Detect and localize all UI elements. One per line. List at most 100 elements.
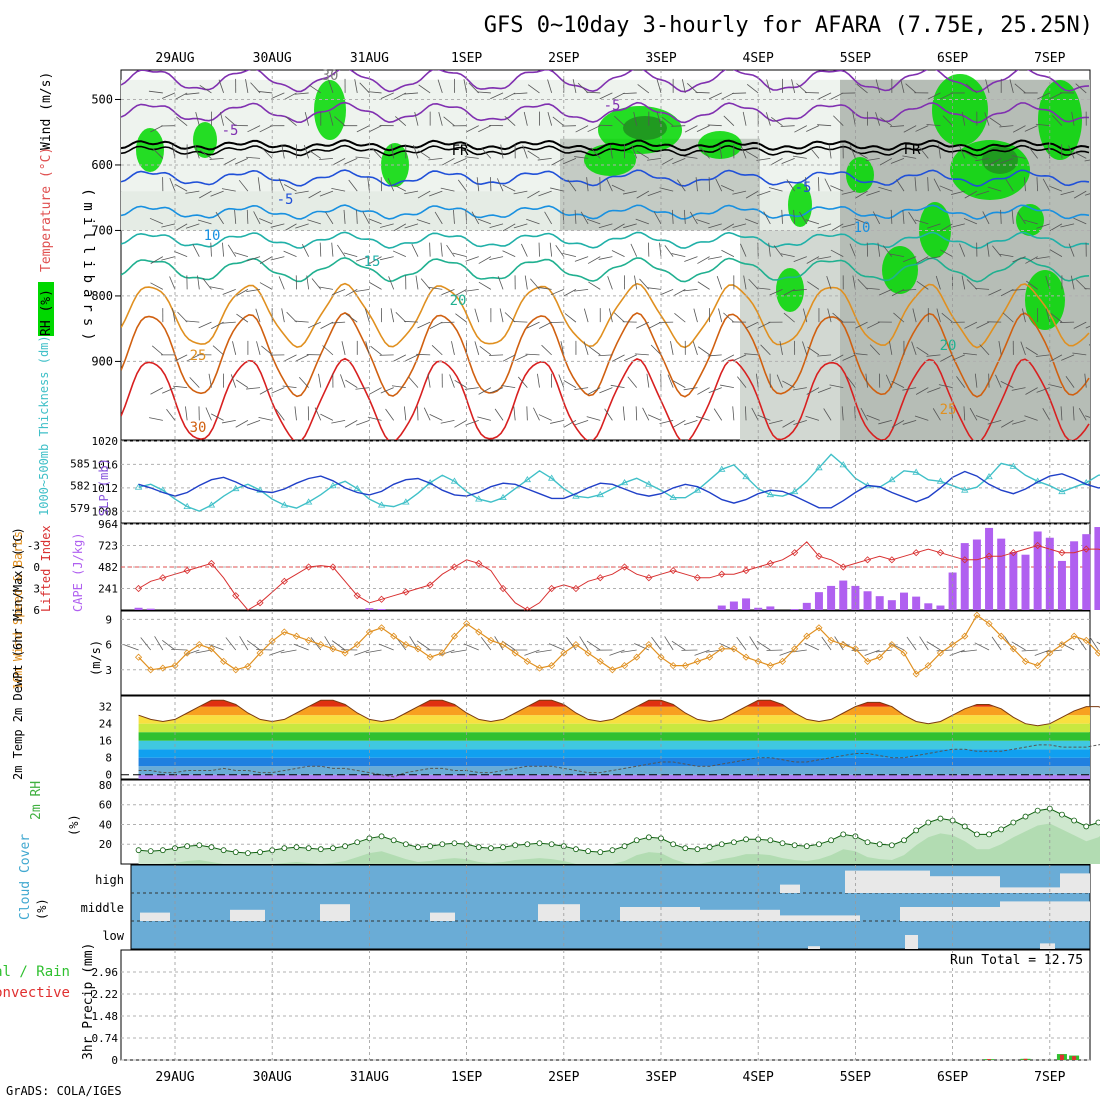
wind-barb xyxy=(951,190,965,195)
rh2m-point xyxy=(876,841,883,848)
wind-barb xyxy=(927,387,941,393)
wind-barb xyxy=(940,249,953,257)
wind-barb xyxy=(539,321,552,329)
middle-cloud-cell xyxy=(900,907,1000,921)
wind-barb xyxy=(367,416,382,421)
wind-barb xyxy=(672,420,686,428)
wind-barb xyxy=(830,249,844,257)
wind-barb xyxy=(393,184,407,192)
rh2m-point xyxy=(342,843,349,850)
wind-barb xyxy=(806,125,820,132)
wind-barb xyxy=(440,242,443,257)
thickness-point xyxy=(669,493,677,501)
wind-barb xyxy=(733,354,747,361)
wind-barb xyxy=(700,147,710,159)
thickness-point xyxy=(620,478,629,486)
wind-barb xyxy=(1036,177,1039,192)
wind-barb xyxy=(331,321,346,324)
cape-bar xyxy=(1082,534,1091,610)
wind-barb xyxy=(1026,280,1038,290)
wind-barb xyxy=(320,321,334,330)
wind-barb xyxy=(169,177,176,192)
wind-barb xyxy=(176,116,188,126)
wind-barb xyxy=(294,92,309,95)
wind-barb xyxy=(380,92,394,100)
wind-barb xyxy=(817,387,832,393)
wind-barb xyxy=(614,115,625,126)
wind-barb xyxy=(718,308,723,323)
wind10m-point xyxy=(608,666,616,674)
temperature-contour xyxy=(121,256,1090,283)
wind-tick-label: 6 xyxy=(105,639,112,652)
wind-barb xyxy=(286,311,297,323)
wind10m-point xyxy=(377,624,386,632)
wind-barb xyxy=(902,387,917,391)
wind-barb xyxy=(526,218,540,225)
middle-cloud-cell xyxy=(538,904,580,921)
rh2m-point xyxy=(609,847,616,854)
wind-barb xyxy=(987,419,1002,425)
li-tick-label: 6 xyxy=(33,604,40,617)
wind-barb xyxy=(551,158,564,166)
wind-barb xyxy=(434,211,443,225)
wind10m-point xyxy=(183,649,191,657)
rh2m-point xyxy=(402,841,409,848)
wind-barb xyxy=(607,276,613,290)
wind-barb xyxy=(404,320,419,323)
wind-barb xyxy=(599,92,613,100)
wind-barb xyxy=(464,387,479,390)
wind-barb xyxy=(647,287,662,290)
precip-axis-label: 3hr Precip (mm) xyxy=(81,943,96,1060)
wind-barb xyxy=(865,287,880,290)
wind-barb xyxy=(782,380,795,388)
wind-barb xyxy=(696,416,710,421)
temperature-contour xyxy=(121,231,1090,250)
wind-barb xyxy=(865,373,868,388)
wind-barb xyxy=(221,321,236,324)
profile-legend: RH (%) Temperature (°C) Wind (m/s) (mill… xyxy=(38,72,96,347)
top-date-label: 3SEP xyxy=(645,51,676,66)
contour-label: 10 xyxy=(204,228,221,244)
wind-barb xyxy=(537,287,552,290)
wind-barb xyxy=(683,155,698,159)
wind10m-point xyxy=(851,645,859,653)
wind-barb xyxy=(502,250,516,257)
wind-barb xyxy=(744,353,759,356)
top-date-label: 2SEP xyxy=(548,51,579,66)
wind-barb xyxy=(235,289,249,297)
wind-barb xyxy=(799,211,808,225)
wind10m-point xyxy=(936,649,945,657)
wind-barb xyxy=(550,419,564,424)
wind10m-point xyxy=(523,657,531,665)
wind10m-barb xyxy=(208,643,224,651)
wind-barb xyxy=(878,419,892,425)
temperature-contour xyxy=(121,169,1090,187)
rh-tick-label: 60 xyxy=(99,799,112,812)
wind10m-point xyxy=(985,620,993,628)
wind-barb xyxy=(586,416,601,421)
wind-barb xyxy=(604,408,613,421)
wind-barb xyxy=(513,406,516,421)
wind-barb xyxy=(659,242,662,257)
wind-barb xyxy=(541,344,552,356)
wind-barb xyxy=(832,312,844,323)
wind-barb xyxy=(860,407,868,421)
rh2m-point xyxy=(159,847,166,854)
wind-barb xyxy=(938,144,941,159)
wind10m-barb xyxy=(579,636,589,651)
wind-barb xyxy=(959,243,966,257)
cape-bar xyxy=(134,607,143,610)
wind-barb xyxy=(246,387,261,390)
lifted-index-point xyxy=(839,563,847,571)
wind-barb xyxy=(610,384,625,389)
cape-bar xyxy=(1070,541,1079,610)
wind-barb xyxy=(549,321,564,324)
wind-barb xyxy=(169,276,176,290)
wind-barb xyxy=(550,289,564,296)
lifted-index-point xyxy=(645,574,653,582)
wind-barb xyxy=(707,256,722,260)
bottom-date-label: 7SEP xyxy=(1034,1070,1065,1085)
wind-barb xyxy=(369,256,382,264)
wind-barb xyxy=(380,387,394,394)
